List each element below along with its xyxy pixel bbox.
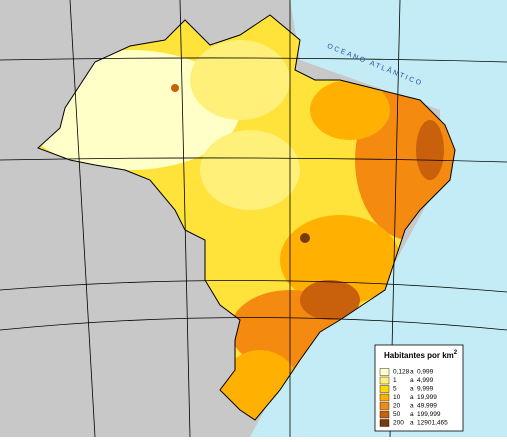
border	[37, 14, 456, 421]
legend-connector: a	[410, 369, 414, 376]
legend-to: 12901,465	[417, 420, 448, 427]
legend-swatch	[379, 410, 390, 419]
legend-connector: a	[410, 394, 414, 401]
ocean	[250, 0, 507, 437]
legend-from: 20	[393, 403, 401, 410]
legend-to: 19,999	[417, 394, 437, 401]
legend-swatch	[379, 393, 390, 402]
legend-from: 10	[393, 394, 401, 401]
legend-from: 200	[393, 420, 404, 427]
legend-to: 0,999	[417, 369, 434, 376]
legend-from: 5	[393, 386, 397, 393]
legend-swatch	[379, 368, 390, 376]
legend-to: 9,999	[417, 386, 434, 393]
legend-to: 49,999	[417, 403, 437, 410]
legend-title: Habitantes por km2	[384, 350, 458, 361]
legend-connector: a	[410, 386, 414, 393]
legend-from: 0,128	[393, 369, 410, 376]
legend-connector: a	[410, 420, 414, 427]
legend-to: 4,999	[417, 377, 434, 384]
legend-from: 50	[393, 411, 401, 418]
legend-swatch	[379, 385, 390, 393]
legend-connector: a	[410, 377, 414, 384]
legend-swatch	[379, 376, 390, 385]
legend-swatch	[379, 402, 390, 410]
legend-to: 199,999	[417, 411, 441, 418]
legend-from: 1	[393, 377, 397, 384]
legend-connector: a	[410, 403, 414, 410]
legend-connector: a	[410, 411, 414, 418]
legend-swatch	[379, 419, 390, 427]
